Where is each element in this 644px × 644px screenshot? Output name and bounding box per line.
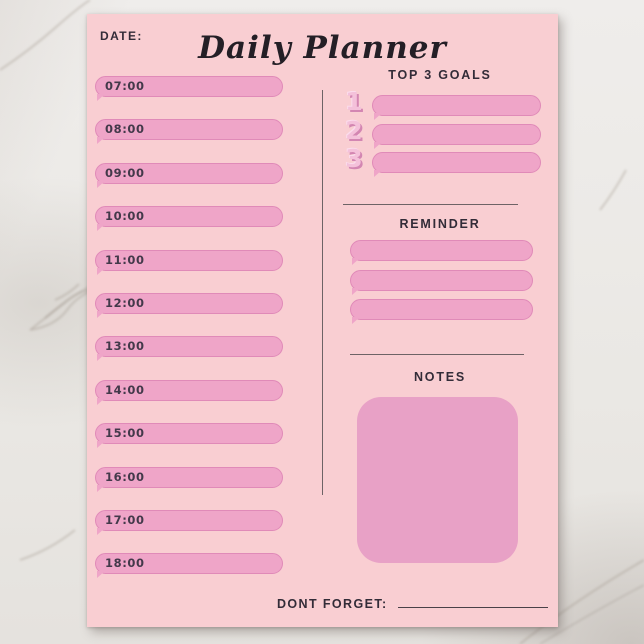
time-slot-bar: 09:00 — [95, 162, 283, 188]
dont-forget-label: DONT FORGET: — [277, 597, 388, 611]
time-slot-bar: 17:00 — [95, 509, 283, 535]
time-slot-bar: 14:00 — [95, 379, 283, 405]
planner-page: DATE: Daily Planner 07:00 08:00 09:00 10… — [87, 14, 558, 627]
notes-box — [357, 397, 518, 563]
section-divider — [343, 204, 518, 205]
time-slot-bar: 07:00 — [95, 76, 283, 101]
page-title: Daily Planner — [198, 30, 447, 66]
time-slot-bar: 11:00 — [95, 249, 283, 275]
dont-forget: DONT FORGET: — [277, 597, 548, 611]
time-slot-bar: 15:00 — [95, 423, 283, 449]
goals-heading: TOP 3 GOALS — [388, 68, 492, 82]
goal-number: 2 — [345, 116, 363, 145]
time-label: 14:00 — [105, 382, 145, 397]
goal-number: 3 — [345, 144, 363, 173]
time-label: 18:00 — [105, 556, 145, 571]
date-label: DATE: — [100, 29, 143, 43]
dont-forget-line — [397, 607, 548, 608]
time-slot-bar: 08:00 — [95, 119, 283, 145]
time-label: 12:00 — [105, 295, 145, 310]
goal-line-bar — [372, 95, 541, 120]
reminder-heading: REMINDER — [399, 217, 481, 231]
time-label: 13:00 — [105, 339, 145, 354]
time-slot-bar: 12:00 — [95, 292, 283, 318]
time-slot-bar: 10:00 — [95, 206, 283, 232]
schedule-column: 07:00 08:00 09:00 10:00 11:00 12:00 13:0… — [95, 76, 283, 597]
goal-number: 1 — [345, 87, 363, 116]
goal-line-bar — [372, 152, 541, 177]
notes-heading: NOTES — [413, 370, 467, 384]
vertical-divider — [322, 90, 323, 495]
time-label: 09:00 — [105, 165, 145, 180]
reminder-line-bar — [350, 299, 533, 324]
time-slot-bar: 18:00 — [95, 553, 283, 579]
time-slot-bar: 16:00 — [95, 466, 283, 492]
goal-line-bar — [372, 124, 541, 149]
reminder-line-bar — [350, 270, 533, 295]
time-label: 10:00 — [105, 209, 145, 224]
time-label: 17:00 — [105, 512, 145, 527]
section-divider — [350, 354, 524, 355]
time-label: 16:00 — [105, 469, 145, 484]
time-label: 11:00 — [105, 252, 145, 267]
time-label: 07:00 — [105, 79, 145, 93]
time-slot-bar: 13:00 — [95, 336, 283, 362]
reminder-line-bar — [350, 240, 533, 265]
time-label: 15:00 — [105, 426, 145, 441]
time-label: 08:00 — [105, 122, 145, 137]
